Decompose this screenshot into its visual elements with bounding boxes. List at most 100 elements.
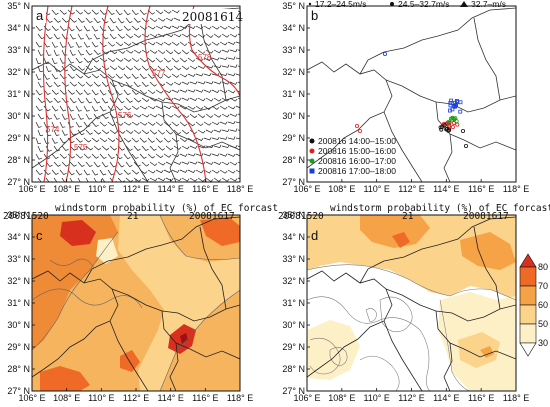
wind-barb [187,137,196,142]
wind-barb [147,89,156,95]
wind-barb [211,121,220,126]
storm-point [455,122,460,127]
wind-barb [203,25,212,30]
wind-barb [131,73,139,79]
wind-barb [109,17,117,24]
wind-barb [117,17,125,24]
wind-barb [53,161,61,167]
panel-date: 20081614 [182,10,243,24]
wind-barb [157,17,166,22]
wind-barb [131,169,140,175]
wind-barb [203,89,212,93]
wind-barb [109,65,118,71]
date-end: 20081617 [189,211,235,222]
probability-contours [32,215,240,391]
wind-barb [93,145,102,151]
wind-barb [195,25,204,30]
wind-barb [165,81,174,86]
wind-barb [219,153,228,157]
lat-tick-label: 27° N [282,177,305,187]
wind-barb [35,121,42,128]
lat-tick-label: 28° N [7,364,30,374]
wind-barb [227,136,236,140]
wind-barb [35,57,42,64]
wind-barb [149,161,158,167]
wind-barb [93,49,101,55]
wind-barb [117,33,125,39]
wind-barb [101,113,109,120]
wind-barb [227,72,236,77]
wind-barb [67,9,75,15]
wind-barb [43,137,50,144]
wind-barb [85,177,92,182]
wind-barb [139,137,147,143]
date-start: 20081520 [278,211,324,222]
wind-barb [83,153,91,159]
wind-barb [141,81,149,87]
storm-point [357,128,362,133]
wind-barb [187,73,196,77]
panel-label-c: c [36,228,43,243]
province-boundaries [32,7,240,182]
probability-field [32,215,240,391]
wind-barb [165,113,174,118]
wind-barb [85,17,93,24]
wind-barb [171,169,180,173]
wind-barb [221,177,230,182]
lat-tick-label: 30° N [282,320,305,330]
date-mid: 21 [402,211,414,222]
wind-barb [171,41,180,46]
wind-barb [51,73,59,80]
wind-barb [131,105,140,110]
wind-barb [213,161,222,166]
wind-barb [61,49,68,56]
wind-barb [101,65,110,71]
wind-barb [163,57,171,63]
panel-c: c windstorm probability (%) of EC forcas… [3,203,278,392]
wind-barb [229,97,238,102]
wind-barb [189,81,198,85]
storm-point [448,103,453,108]
wind-barb [69,81,77,87]
wind-barb [133,129,142,135]
wind-barb [179,137,188,142]
date-mid: 21 [127,211,139,222]
wind-barb [125,33,134,39]
lon-tick-label: 112° E [398,393,424,403]
wind-barb [107,153,115,160]
date-end: 20081617 [463,211,509,222]
wind-barb [117,113,126,119]
lat-tick-label: 29° N [7,342,30,352]
wind-barb [171,9,180,14]
wind-barb [181,113,190,119]
wind-barb [125,145,133,151]
wind-barb [91,89,99,96]
wind-barb [179,89,188,93]
wind-barb [219,136,228,140]
wind-barb [69,65,77,72]
wind-barb [83,89,91,96]
wind-barb [45,129,52,136]
wind-barb [69,97,77,104]
wind-barb [139,89,148,95]
wind-barb [147,57,156,63]
wind-barb [51,137,58,144]
wind-barb [75,153,84,159]
wind-barb [235,137,240,140]
wind-barb [155,153,164,159]
wind-barb [99,89,107,96]
wind-barb [213,177,222,182]
wind-barb [37,65,44,72]
lat-tick-label: 32° N [7,276,30,286]
lat-tick-label: 31° N [282,89,305,99]
wind-barb [195,105,204,110]
wind-barb [235,153,240,157]
wind-barb [205,113,214,118]
wind-barb [229,128,238,132]
wind-barb [205,97,214,102]
wind-barb [189,129,198,135]
wind-barb [77,97,85,104]
wind-barb [221,144,230,149]
wind-barb [147,105,156,110]
